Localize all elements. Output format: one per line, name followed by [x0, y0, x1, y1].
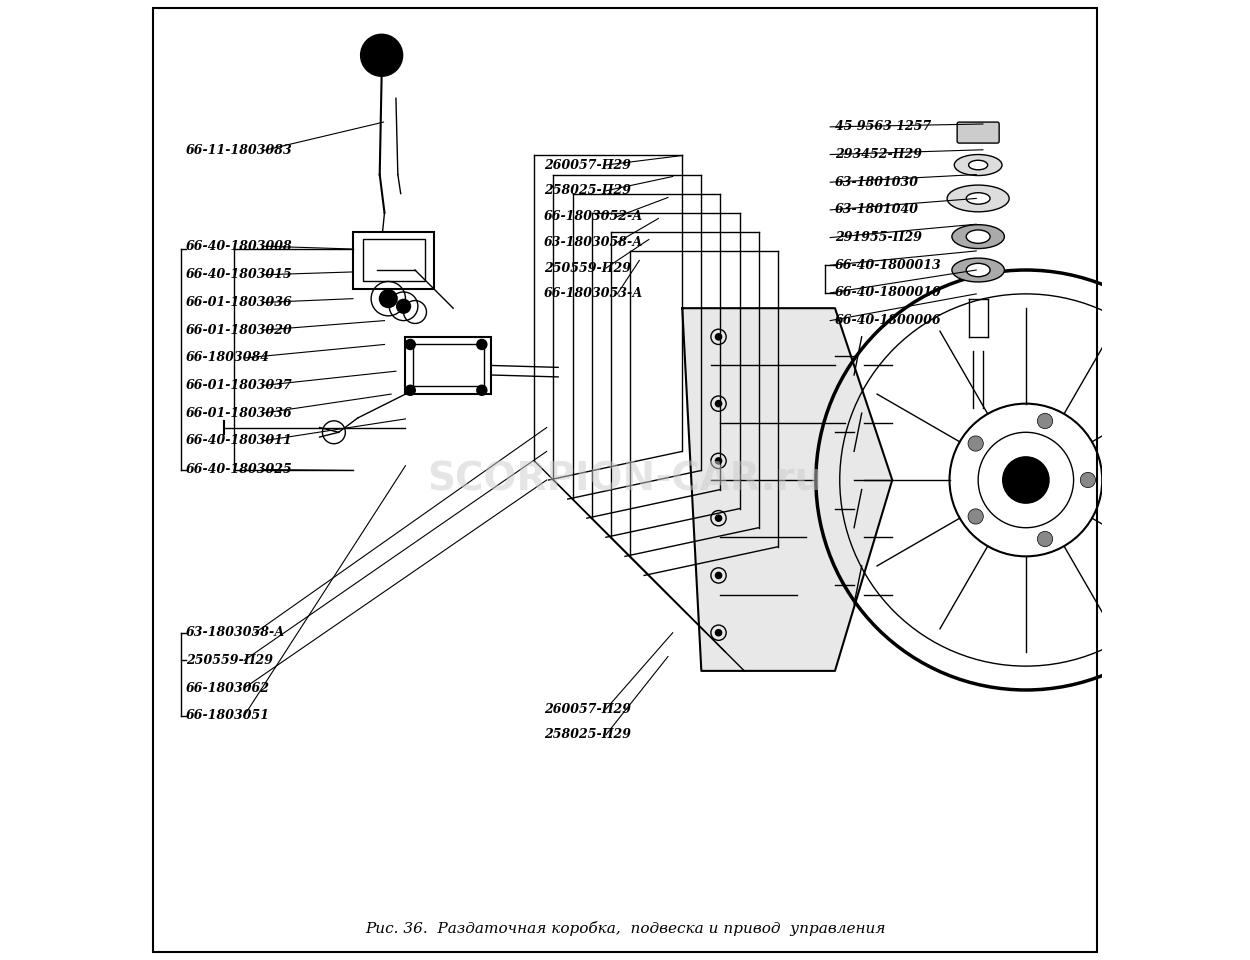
Text: 250559-П29: 250559-П29: [186, 654, 272, 667]
Text: 66-40-1803015: 66-40-1803015: [186, 268, 292, 281]
Circle shape: [715, 457, 722, 465]
Circle shape: [715, 399, 722, 407]
Text: 260057-П29: 260057-П29: [544, 703, 631, 715]
Circle shape: [715, 629, 722, 636]
Text: 66-01-1803037: 66-01-1803037: [186, 379, 292, 392]
Circle shape: [1038, 414, 1052, 428]
Text: 45 9563 1257: 45 9563 1257: [835, 120, 931, 133]
Text: 63-1803058-А: 63-1803058-А: [544, 236, 644, 249]
Text: 250559-П29: 250559-П29: [544, 262, 631, 275]
Text: 66-40-1803025: 66-40-1803025: [186, 463, 292, 476]
Text: 63-1801030: 63-1801030: [835, 176, 919, 189]
Bar: [412, 345, 484, 387]
Circle shape: [1038, 532, 1052, 546]
Text: 66-01-1803020: 66-01-1803020: [186, 324, 292, 337]
Ellipse shape: [966, 263, 990, 276]
Text: 258025-П29: 258025-П29: [544, 184, 631, 198]
Text: 66-1803051: 66-1803051: [186, 709, 270, 722]
Ellipse shape: [952, 258, 1005, 282]
Bar: [352, 232, 434, 289]
Text: 293452-П29: 293452-П29: [835, 148, 922, 161]
Circle shape: [405, 385, 416, 396]
Text: 66-01-1803036: 66-01-1803036: [186, 407, 292, 420]
Text: 66-1803062: 66-1803062: [186, 682, 270, 695]
Circle shape: [379, 289, 398, 308]
Circle shape: [715, 515, 722, 522]
Text: 66-40-1800013: 66-40-1800013: [835, 259, 941, 272]
Ellipse shape: [966, 193, 990, 204]
Circle shape: [715, 571, 722, 579]
Text: 63-1803058-А: 63-1803058-А: [186, 626, 285, 639]
Text: 66-01-1803036: 66-01-1803036: [186, 296, 292, 309]
Text: 66-1803053-А: 66-1803053-А: [544, 287, 644, 300]
Ellipse shape: [966, 230, 990, 243]
Circle shape: [476, 339, 488, 350]
Text: 66-40-1803011: 66-40-1803011: [186, 434, 292, 447]
Text: Рис. 36.  Раздаточная коробка,  подвеска и привод  управления: Рис. 36. Раздаточная коробка, подвеска и…: [365, 921, 885, 936]
Text: 63-1801040: 63-1801040: [835, 204, 919, 216]
Ellipse shape: [948, 185, 1009, 212]
Bar: [362, 239, 425, 281]
Ellipse shape: [954, 155, 1002, 176]
Text: 66-11-1803083: 66-11-1803083: [186, 144, 292, 157]
Text: 258025-П29: 258025-П29: [544, 729, 631, 741]
Circle shape: [968, 509, 984, 524]
Ellipse shape: [952, 225, 1005, 249]
Circle shape: [405, 339, 416, 350]
Text: 66-1803052-А: 66-1803052-А: [544, 210, 644, 223]
Circle shape: [476, 385, 488, 396]
Polygon shape: [682, 308, 892, 671]
Circle shape: [715, 333, 722, 341]
FancyBboxPatch shape: [958, 122, 999, 143]
Circle shape: [360, 35, 403, 76]
Circle shape: [396, 299, 411, 314]
Text: SCORPION-CAR.ru: SCORPION-CAR.ru: [428, 461, 822, 499]
Text: 66-1803084: 66-1803084: [186, 351, 270, 365]
Bar: [405, 337, 491, 395]
Text: 66-40-1803008: 66-40-1803008: [186, 240, 292, 252]
Text: 66-40-1800010: 66-40-1800010: [835, 286, 941, 300]
Circle shape: [1003, 456, 1050, 504]
Circle shape: [1080, 472, 1095, 488]
Ellipse shape: [969, 160, 988, 170]
Text: 291955-П29: 291955-П29: [835, 231, 922, 244]
Text: 66-40-1800006: 66-40-1800006: [835, 314, 941, 327]
Circle shape: [968, 436, 984, 451]
Text: 260057-П29: 260057-П29: [544, 158, 631, 172]
